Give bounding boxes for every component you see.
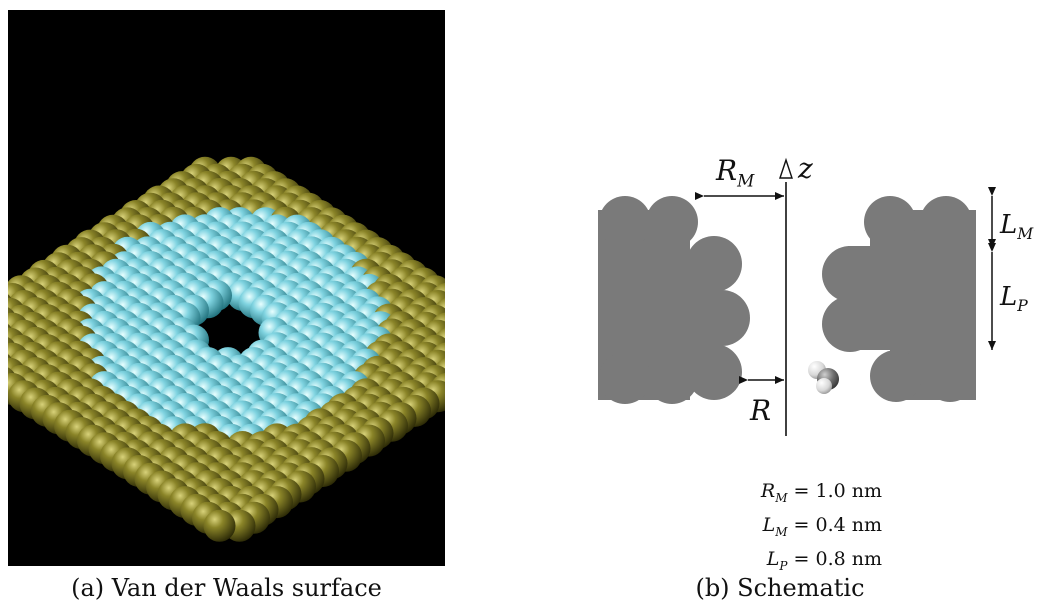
parameter-list: RM = 1.0 nm LM = 0.4 nm LP = 0.8 nm	[690, 478, 910, 579]
param-lm: LM = 0.4 nm	[762, 513, 882, 539]
lm-label: LM	[1000, 210, 1034, 244]
left-membrane-block	[598, 196, 750, 404]
water-molecule-icon	[808, 361, 839, 394]
schematic-panel: RM z LM LP R	[580, 150, 1033, 460]
rm-label: RM	[716, 154, 755, 191]
vdw-surface-render	[8, 156, 445, 542]
z-axis-label: z	[798, 152, 813, 185]
param-rm: RM = 1.0 nm	[760, 480, 882, 505]
caption-b: (b) Schematic	[695, 574, 865, 602]
right-membrane-block	[822, 196, 976, 402]
vdw-surface-image	[8, 10, 445, 566]
schematic-drawing	[598, 157, 996, 436]
caption-a: (a) Van der Waals surface	[71, 574, 382, 602]
r-label: R	[750, 394, 772, 427]
param-lp: LP = 0.8 nm	[766, 547, 882, 573]
z-axis	[779, 157, 793, 436]
atom-layer	[8, 156, 445, 542]
membrane-atom	[203, 509, 236, 542]
lp-label: LP	[1000, 282, 1028, 316]
